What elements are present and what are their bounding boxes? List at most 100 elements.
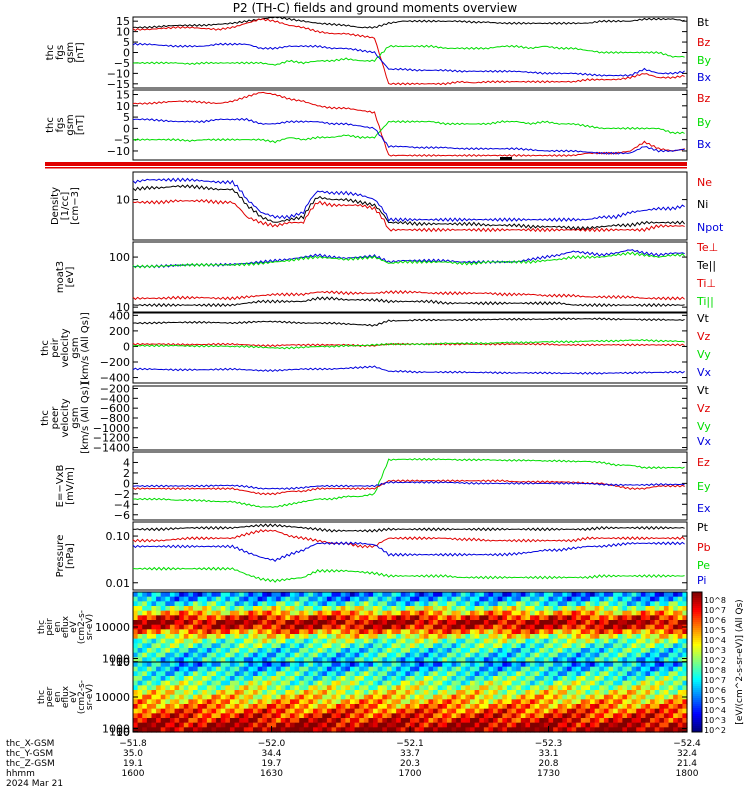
colorbar-cell [692, 616, 702, 619]
spectrogram-cell [442, 685, 448, 691]
spectrogram-cell [193, 685, 199, 691]
spectrogram-cell [636, 620, 642, 626]
spectrogram-cell [590, 666, 596, 672]
spectrogram-cell [220, 648, 226, 654]
spectrogram-cell [391, 662, 397, 668]
spectrogram-cell [483, 708, 490, 714]
spectrogram-cell [599, 666, 605, 672]
spectrogram-cell [363, 699, 370, 705]
spectrogram-cell [520, 722, 527, 728]
spectrogram-cell [640, 680, 647, 686]
spectrogram-cell [160, 620, 166, 626]
spectrogram-cell [160, 694, 166, 700]
spectrogram-cell [349, 634, 356, 640]
spectrogram-cell [645, 699, 651, 705]
spectrogram-cell [368, 685, 374, 691]
spectrogram-cell [326, 699, 333, 705]
spectrogram-cell [580, 624, 587, 630]
spectrogram-cell [336, 620, 342, 626]
spectrogram-cell [169, 727, 176, 733]
spectrogram-cell [640, 722, 647, 728]
spectrogram-cell [599, 620, 605, 626]
spectrogram-cell [502, 671, 508, 677]
spectrogram-cell [183, 685, 189, 691]
spectrogram-cell [645, 671, 651, 677]
spectrogram-cell [202, 722, 208, 728]
spectrogram-cell [585, 671, 591, 677]
spectrogram-cell [506, 615, 513, 621]
spectrogram-cell [470, 694, 476, 700]
spectrogram-cell [488, 690, 494, 696]
spectrogram-cell [645, 638, 651, 644]
spectrogram-cell [603, 680, 610, 686]
spectrogram-cell [659, 592, 665, 598]
spectrogram-cell [243, 718, 250, 724]
spectrogram-cell [516, 615, 522, 621]
spectrogram-cell [603, 662, 610, 668]
spectrogram-cell [437, 648, 443, 654]
spectrogram-cell [663, 727, 670, 733]
spectrogram-cell [520, 662, 527, 668]
spectrogram-cell [377, 610, 383, 616]
panel-frame [132, 241, 688, 313]
spectrogram-cell [631, 727, 637, 733]
spectrogram-cell [377, 722, 383, 728]
spectrogram-cell [636, 699, 642, 705]
spectrogram-cell [202, 662, 208, 668]
spectrogram-cell [437, 699, 443, 705]
legend-Vx: Vx [697, 366, 712, 379]
spectrogram-cell [257, 680, 263, 686]
spectrogram-cell [133, 718, 139, 724]
spectrogram-cell [151, 676, 157, 682]
spectrogram-cell [308, 727, 314, 733]
spectrogram-cell [451, 634, 457, 640]
spectrogram-cell [262, 624, 268, 630]
spectrogram-cell [266, 727, 273, 733]
spectrogram-cell [248, 601, 254, 607]
spectrogram-cell [193, 722, 199, 728]
y-axis-label: [nPa] [65, 543, 76, 569]
spectrogram-cell [179, 685, 185, 691]
spectrogram-cell [336, 722, 342, 728]
spectrogram-cell [608, 685, 614, 691]
spectrogram-cell [262, 713, 268, 719]
spectrogram-cell [419, 699, 425, 705]
spectrogram-cell [326, 713, 333, 719]
spectrogram-cell [216, 694, 222, 700]
spectrogram-cell [174, 610, 180, 616]
spectrogram-cell [243, 620, 250, 626]
spectrogram-cell [562, 713, 568, 719]
spectrogram-cell [622, 718, 628, 724]
spectrogram-cell [368, 708, 374, 714]
colorbar-cell [692, 688, 702, 691]
spectrogram-cell [156, 606, 162, 612]
spectrogram-cell [585, 624, 591, 630]
spectrogram-cell [631, 606, 637, 612]
spectrogram-cell [405, 652, 411, 658]
spectrogram-cell [590, 694, 596, 700]
spectrogram-cell [239, 704, 245, 710]
spectrogram-cell [160, 643, 166, 649]
spectrogram-cell [419, 615, 425, 621]
spectrogram-cell [326, 708, 333, 714]
spectrogram-cell [456, 634, 462, 640]
spectrogram-cell [317, 648, 323, 654]
spectrogram-cell [419, 606, 425, 612]
spectrogram-cell [557, 652, 563, 658]
spectrogram-cell [520, 718, 527, 724]
spectrogram-cell [506, 652, 513, 658]
spectrogram-cell [165, 666, 171, 672]
spectrogram-cell [640, 662, 647, 668]
spectrogram-cell [285, 592, 291, 598]
spectrogram-cell [280, 610, 286, 616]
spectrogram-cell [391, 666, 397, 672]
spectrogram-cell [202, 610, 208, 616]
y-axis-label: Pressure [55, 535, 66, 578]
colorbar-cell [692, 730, 702, 733]
spectrogram-cell [206, 727, 213, 733]
spectrogram-cell [553, 648, 559, 654]
spectrogram-cell [502, 657, 508, 663]
spectrogram-cell [345, 620, 351, 626]
spectrogram-cell [285, 708, 291, 714]
